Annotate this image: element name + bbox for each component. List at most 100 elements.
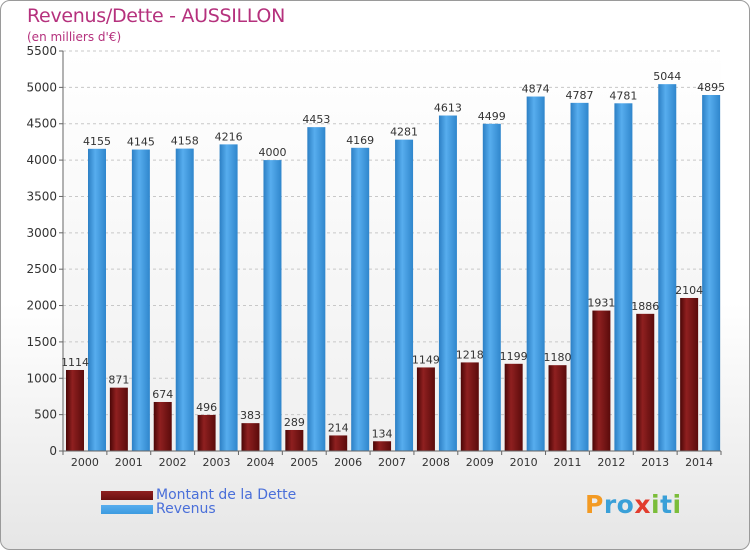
data-label-debt-2008: 1149 [412, 353, 440, 366]
bar-revenue-2007 [395, 139, 414, 451]
x-tick-label: 2001 [115, 456, 143, 469]
x-tick-label: 2009 [466, 456, 494, 469]
data-label-revenue-2007: 4281 [390, 126, 418, 139]
legend-item-revenue: Revenus [101, 502, 296, 516]
bar-debt-2013 [636, 313, 655, 451]
logo-letter: P [585, 490, 604, 519]
bar-debt-2001 [109, 387, 128, 451]
bar-revenue-2000 [88, 148, 106, 451]
y-tick-label: 1500 [26, 335, 57, 349]
logo-letter: r [603, 490, 617, 519]
legend-item-debt: Montant de la Dette [101, 488, 296, 502]
chart-legend: Montant de la Dette Revenus [101, 488, 296, 516]
data-label-debt-2011: 1180 [544, 351, 572, 364]
y-tick-label: 2000 [26, 299, 57, 313]
data-label-revenue-2014: 4895 [697, 81, 725, 94]
data-label-debt-2013: 1886 [631, 300, 659, 313]
plot-area [63, 51, 721, 451]
legend-label-revenue: Revenus [156, 501, 216, 517]
bar-revenue-2009 [482, 123, 501, 452]
y-tick-label: 3500 [26, 189, 57, 203]
y-tick-label: 0 [49, 444, 57, 458]
data-label-revenue-2003: 4216 [215, 130, 243, 143]
y-tick-label: 4000 [26, 153, 57, 167]
x-tick-label: 2005 [290, 456, 318, 469]
bar-debt-2011 [548, 365, 567, 451]
bar-debt-2006 [329, 435, 348, 451]
x-tick-label: 2004 [246, 456, 274, 469]
x-tick-label: 2000 [71, 456, 99, 469]
legend-swatch-debt [101, 490, 153, 500]
chart-title: Revenus/Dette - AUSSILLON [27, 5, 285, 27]
bar-debt-2012 [592, 310, 611, 451]
data-label-debt-2005: 289 [284, 416, 305, 429]
legend-swatch-revenue [101, 504, 153, 514]
bar-revenue-2006 [351, 147, 370, 452]
bar-revenue-2002 [175, 148, 194, 451]
data-label-revenue-2013: 5044 [653, 70, 681, 83]
data-label-revenue-2012: 4781 [609, 89, 637, 102]
bar-debt-2002 [153, 401, 172, 451]
data-label-debt-2004: 383 [240, 409, 261, 422]
bar-debt-2010 [504, 363, 523, 451]
data-label-debt-2007: 134 [372, 427, 393, 440]
data-label-revenue-2006: 4169 [346, 134, 374, 147]
bar-revenue-2012 [614, 103, 633, 452]
bar-debt-2000 [66, 369, 84, 451]
x-tick-label: 2006 [334, 456, 362, 469]
x-tick-label: 2007 [378, 456, 406, 469]
bar-revenue-2011 [570, 102, 589, 451]
y-tick-label: 2500 [26, 262, 57, 276]
x-tick-label: 2014 [685, 456, 713, 469]
data-label-debt-2002: 674 [152, 388, 173, 401]
y-tick-label: 500 [34, 408, 57, 422]
data-label-revenue-2000: 4155 [83, 135, 111, 148]
bar-revenue-2004 [263, 160, 282, 451]
bar-revenue-2010 [526, 96, 545, 451]
y-tick-label: 4500 [26, 117, 57, 131]
data-label-revenue-2009: 4499 [478, 110, 506, 123]
legend-label-debt: Montant de la Dette [156, 487, 297, 503]
bar-debt-2005 [285, 429, 304, 451]
chart-subtitle: (en milliers d'€) [27, 30, 122, 44]
x-tick-label: 2008 [422, 456, 450, 469]
bar-debt-2014 [680, 297, 699, 451]
logo-letter: i [672, 490, 682, 519]
bar-debt-2007 [373, 441, 392, 451]
bar-revenue-2005 [307, 127, 326, 452]
y-tick-label: 1000 [26, 371, 57, 385]
bar-revenue-2014 [702, 95, 721, 451]
y-tick-label: 5000 [26, 80, 57, 94]
bar-revenue-2008 [438, 115, 457, 451]
logo-letter: i [651, 490, 661, 519]
bar-debt-2009 [460, 362, 479, 451]
logo-letter: o [616, 490, 635, 519]
proxiti-logo: Proxiti [585, 490, 682, 519]
y-tick-label: 5500 [26, 44, 57, 58]
x-tick-label: 2003 [203, 456, 231, 469]
bar-revenue-2001 [131, 149, 150, 451]
data-label-debt-2009: 1218 [456, 348, 484, 361]
bar-revenue-2013 [658, 84, 677, 451]
x-tick-label: 2012 [597, 456, 625, 469]
x-tick-label: 2010 [510, 456, 538, 469]
data-label-debt-2003: 496 [196, 401, 217, 414]
data-label-revenue-2004: 4000 [258, 146, 286, 159]
data-label-revenue-2008: 4613 [434, 102, 462, 115]
x-tick-label: 2002 [159, 456, 187, 469]
data-label-revenue-2001: 4145 [127, 136, 155, 149]
bar-debt-2003 [197, 414, 216, 451]
data-label-revenue-2002: 4158 [171, 135, 199, 148]
x-tick-label: 2013 [641, 456, 669, 469]
y-tick-label: 3000 [26, 226, 57, 240]
data-label-debt-2000: 1114 [61, 356, 89, 369]
bar-debt-2004 [241, 423, 260, 451]
data-label-revenue-2011: 4787 [566, 89, 594, 102]
logo-letter: x [634, 490, 651, 519]
bar-revenue-2003 [219, 144, 238, 451]
data-label-debt-2014: 2104 [675, 284, 703, 297]
data-label-debt-2006: 214 [328, 421, 349, 434]
data-label-revenue-2010: 4874 [522, 83, 550, 96]
